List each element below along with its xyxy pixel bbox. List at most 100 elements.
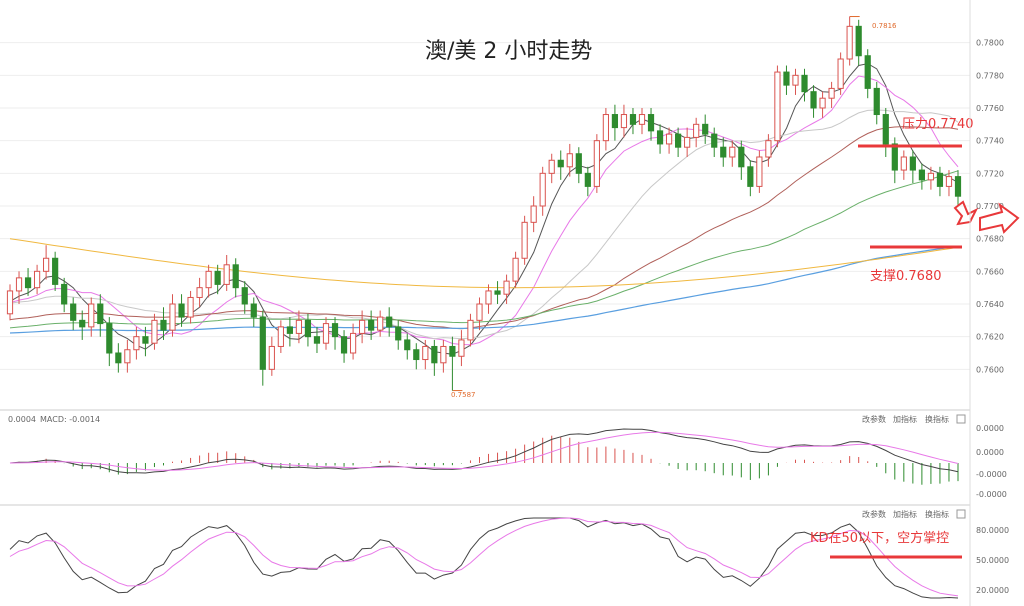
- candle-body: [846, 25, 853, 60]
- candle-body: [792, 74, 799, 86]
- macd-axis-ticks: 0.0000 0.0000 -0.0000 -0.0000: [976, 424, 1007, 499]
- macd-btn-switch[interactable]: 换指标: [925, 414, 949, 424]
- candle-body: [882, 114, 889, 145]
- candle-body: [88, 303, 95, 328]
- kd-note-label: KD在50以下，空方掌控: [810, 530, 949, 546]
- moving-average-lines: [9, 16, 959, 392]
- macd-tick-label: 0.0000: [976, 448, 1004, 457]
- price-tick-label: 0.7600: [976, 365, 1004, 374]
- candle-body: [539, 172, 546, 207]
- macd-dea-line: [9, 431, 959, 471]
- candle-body: [223, 264, 230, 285]
- candle-body: [954, 176, 962, 197]
- candle-body: [864, 55, 871, 89]
- candle-body: [6, 290, 14, 315]
- candle-body: [675, 133, 682, 148]
- candle-body: [765, 140, 772, 158]
- candle-body: [413, 349, 420, 361]
- candle-body: [503, 280, 510, 295]
- candle-body: [783, 71, 790, 86]
- kd-btn-add[interactable]: 加指标: [893, 509, 917, 519]
- ma-long-line: [9, 238, 959, 289]
- candle-body: [322, 323, 330, 344]
- candle-body: [557, 159, 564, 168]
- kd-tick-label: 80.0000: [976, 526, 1009, 535]
- candle-body: [909, 156, 916, 171]
- price-tick-label: 0.7700: [976, 202, 1004, 211]
- candle-body: [331, 323, 339, 338]
- candle-body: [521, 221, 528, 259]
- ma-40-line: [9, 126, 959, 330]
- candle-body: [133, 336, 140, 351]
- ma-120-line: [9, 245, 959, 334]
- candle-body: [349, 332, 357, 354]
- kd-btn-switch[interactable]: 换指标: [925, 509, 949, 519]
- ma-10-line: [9, 75, 959, 346]
- macd-value-left: 0.0004: [8, 415, 36, 424]
- candle-body: [702, 123, 709, 135]
- macd-close-icon[interactable]: [956, 414, 966, 424]
- candle-body: [24, 277, 32, 289]
- candle-body: [918, 169, 925, 181]
- candle-body: [738, 146, 745, 168]
- candle-body: [15, 277, 23, 292]
- candle-body: [638, 114, 646, 125]
- candle-body: [377, 316, 384, 331]
- candle-body: [368, 319, 375, 331]
- price-axis-ticks: 0.7800 0.7780 0.7760 0.7740 0.7720 0.7700 0.76…: [976, 39, 1004, 375]
- price-tick-label: 0.7740: [976, 137, 1004, 146]
- support-label: 支撑0.7680: [870, 269, 942, 284]
- candle-body: [593, 140, 600, 187]
- candle-body: [304, 319, 312, 338]
- candle-body: [178, 303, 185, 318]
- resistance-label: 压力0.7740: [902, 117, 974, 132]
- candle-body: [97, 303, 104, 325]
- candle-body: [494, 290, 501, 295]
- macd-btn-params[interactable]: 改参数: [862, 414, 886, 424]
- candle-body: [277, 326, 284, 347]
- price-tick-label: 0.7780: [976, 71, 1004, 80]
- candle-body: [440, 345, 447, 364]
- candle-body: [828, 87, 835, 99]
- kd-close-icon[interactable]: [956, 509, 966, 519]
- candle-body: [711, 133, 718, 148]
- candle-body: [665, 133, 673, 145]
- candle-body: [566, 153, 573, 168]
- candle-body: [395, 326, 402, 341]
- candle-body: [259, 316, 266, 370]
- candle-body: [250, 303, 257, 318]
- candle-body: [584, 172, 591, 187]
- candle-body: [359, 319, 366, 334]
- candle-body: [720, 146, 727, 158]
- candle-body: [602, 114, 609, 142]
- price-tick-label: 0.7720: [976, 169, 1004, 178]
- candle-body: [458, 339, 465, 357]
- candle-body: [611, 114, 619, 129]
- candle-body: [142, 336, 149, 344]
- kd-tick-label: 20.0000: [976, 586, 1009, 595]
- kd-axis-ticks: 80.0000 50.0000 20.0000: [976, 526, 1009, 595]
- candle-body: [530, 205, 537, 223]
- candle-body: [404, 339, 411, 351]
- price-tick-label: 0.7680: [976, 235, 1004, 244]
- candle-body: [873, 87, 880, 116]
- candle-body: [151, 319, 158, 344]
- macd-btn-add[interactable]: 加指标: [893, 414, 917, 424]
- candle-body: [684, 136, 691, 148]
- candle-body: [747, 166, 754, 187]
- candle-body: [900, 156, 907, 171]
- candle-body: [485, 290, 492, 305]
- macd-tick-label: -0.0000: [976, 470, 1007, 479]
- candle-body: [169, 303, 176, 331]
- candle-body: [115, 352, 122, 364]
- macd-tick-label: 0.0000: [976, 424, 1004, 433]
- candle-body: [891, 143, 898, 171]
- kd-btn-params[interactable]: 改参数: [862, 509, 886, 519]
- candlestick-series: [6, 16, 962, 391]
- macd-indicator: [9, 428, 959, 485]
- candle-body: [629, 114, 637, 125]
- kd-indicator: [9, 517, 959, 599]
- price-tick-label: 0.7640: [976, 300, 1004, 309]
- candle-body: [205, 270, 212, 289]
